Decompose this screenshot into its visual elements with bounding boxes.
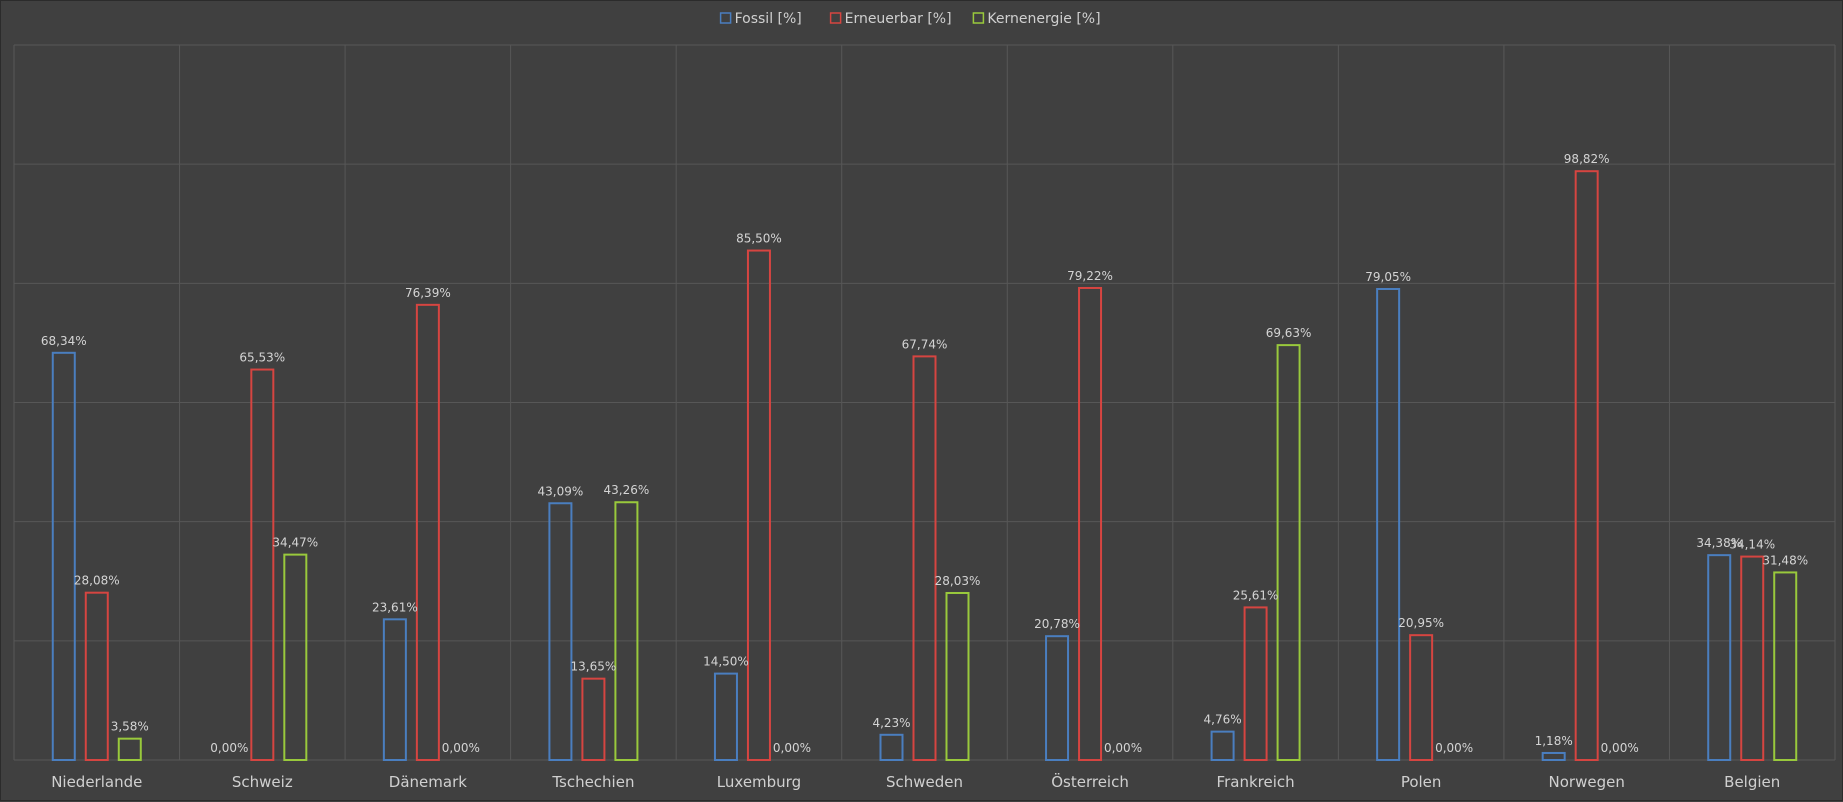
data-label-kernenergie-schweden: 28,03% xyxy=(935,574,981,588)
bar-fossil-niederlande xyxy=(51,351,76,761)
data-label-erneuerbar-schweden: 67,74% xyxy=(902,337,948,351)
data-label-fossil-schweiz: 0,00% xyxy=(210,741,248,755)
bar-fossil-osterreich xyxy=(1045,635,1070,762)
bars xyxy=(51,170,1798,762)
bar-fossil-belgien xyxy=(1707,554,1732,762)
category-label-osterreich: Österreich xyxy=(1051,772,1129,791)
legend: Fossil [%] Erneuerbar [%] Kernenergie [%] xyxy=(719,11,1101,27)
bar-kernenergie-schweiz xyxy=(283,553,308,762)
legend-label-erneuerbar: Erneuerbar [%] xyxy=(845,11,952,27)
category-label-niederlande: Niederlande xyxy=(51,773,142,791)
legend-label-kernenergie: Kernenergie [%] xyxy=(987,11,1100,27)
data-label-fossil-tschechien: 43,09% xyxy=(538,484,584,498)
legend-item-kernenergie[interactable]: Kernenergie [%] xyxy=(972,11,1101,27)
data-label-fossil-danemark: 23,61% xyxy=(372,600,418,614)
data-label-fossil-niederlande: 68,34% xyxy=(41,334,87,348)
data-labels: 68,34% 28,08% 3,58% 0,00% 65,53% 34,47% 23,61%… xyxy=(41,152,1808,755)
bar-erneuerbar-osterreich xyxy=(1078,286,1103,761)
data-label-fossil-schweden: 4,23% xyxy=(872,716,910,730)
category-label-luxemburg: Luxemburg xyxy=(717,773,801,791)
bar-fossil-danemark xyxy=(382,618,407,761)
category-labels: Niederlande Schweiz Dänemark Tschechien Luxe… xyxy=(51,772,1780,791)
data-label-kernenergie-polen: 0,00% xyxy=(1435,741,1473,755)
data-label-erneuerbar-belgien: 34,14% xyxy=(1729,538,1775,552)
bar-erneuerbar-belgien xyxy=(1740,555,1765,762)
legend-item-erneuerbar[interactable]: Erneuerbar [%] xyxy=(829,11,952,27)
bar-fossil-schweden xyxy=(879,733,904,762)
data-label-kernenergie-osterreich: 0,00% xyxy=(1104,741,1142,755)
data-label-erneuerbar-norwegen: 98,82% xyxy=(1564,152,1610,166)
grid xyxy=(13,44,1836,761)
legend-swatch-erneuerbar xyxy=(829,12,842,24)
bar-erneuerbar-tschechien xyxy=(581,677,606,762)
data-label-erneuerbar-schweiz: 65,53% xyxy=(239,351,285,365)
bar-erneuerbar-polen xyxy=(1409,634,1434,761)
data-label-erneuerbar-frankreich: 25,61% xyxy=(1233,588,1279,602)
bar-kernenergie-frankreich xyxy=(1276,344,1301,761)
category-label-danemark: Dänemark xyxy=(389,773,467,791)
data-label-kernenergie-tschechien: 43,26% xyxy=(604,483,650,497)
bar-erneuerbar-niederlande xyxy=(84,591,109,761)
bar-fossil-tschechien xyxy=(548,502,573,761)
category-label-schweiz: Schweiz xyxy=(232,773,293,791)
data-label-erneuerbar-polen: 20,95% xyxy=(1398,616,1444,630)
data-label-kernenergie-luxemburg: 0,00% xyxy=(773,741,811,755)
legend-item-fossil[interactable]: Fossil [%] xyxy=(719,11,802,27)
data-label-fossil-osterreich: 20,78% xyxy=(1034,617,1080,631)
data-label-fossil-belgien: 34,38% xyxy=(1696,536,1742,550)
bar-erneuerbar-schweden xyxy=(912,355,937,761)
category-label-tschechien: Tschechien xyxy=(551,773,634,791)
bar-fossil-norwegen xyxy=(1541,751,1566,762)
legend-label-fossil: Fossil [%] xyxy=(735,11,802,27)
data-label-fossil-luxemburg: 14,50% xyxy=(703,655,749,669)
data-label-kernenergie-norwegen: 0,00% xyxy=(1601,741,1639,755)
data-label-fossil-frankreich: 4,76% xyxy=(1204,713,1242,727)
bar-erneuerbar-schweiz xyxy=(250,368,275,761)
bar-kernenergie-tschechien xyxy=(614,501,639,761)
bar-fossil-luxemburg xyxy=(713,672,738,762)
data-label-erneuerbar-tschechien: 13,65% xyxy=(571,660,617,674)
legend-swatch-kernenergie xyxy=(972,12,985,24)
data-label-kernenergie-schweiz: 34,47% xyxy=(272,536,318,550)
bar-kernenergie-belgien xyxy=(1773,571,1798,761)
data-label-kernenergie-danemark: 0,00% xyxy=(442,741,480,755)
data-label-erneuerbar-niederlande: 28,08% xyxy=(74,574,120,588)
bar-fossil-frankreich xyxy=(1210,730,1235,761)
category-label-norwegen: Norwegen xyxy=(1549,773,1625,791)
data-label-kernenergie-belgien: 31,48% xyxy=(1762,553,1808,567)
bar-kernenergie-niederlande xyxy=(117,737,142,762)
bar-kernenergie-schweden xyxy=(945,591,970,761)
bar-fossil-polen xyxy=(1376,287,1401,761)
data-label-erneuerbar-luxemburg: 85,50% xyxy=(736,232,782,246)
data-label-fossil-norwegen: 1,18% xyxy=(1535,734,1573,748)
category-label-schweden: Schweden xyxy=(886,773,963,791)
data-label-fossil-polen: 79,05% xyxy=(1365,270,1411,284)
data-label-kernenergie-niederlande: 3,58% xyxy=(111,720,149,734)
bar-erneuerbar-frankreich xyxy=(1243,606,1268,762)
bar-erneuerbar-danemark xyxy=(415,303,440,761)
legend-swatch-fossil xyxy=(719,12,732,24)
category-label-polen: Polen xyxy=(1401,773,1442,791)
bar-erneuerbar-luxemburg xyxy=(746,249,771,761)
bar-erneuerbar-norwegen xyxy=(1574,170,1599,761)
data-label-erneuerbar-danemark: 76,39% xyxy=(405,286,451,300)
data-label-erneuerbar-osterreich: 79,22% xyxy=(1067,269,1113,283)
category-label-frankreich: Frankreich xyxy=(1217,773,1295,791)
category-label-belgien: Belgien xyxy=(1724,773,1780,791)
data-label-kernenergie-frankreich: 69,63% xyxy=(1266,326,1312,340)
